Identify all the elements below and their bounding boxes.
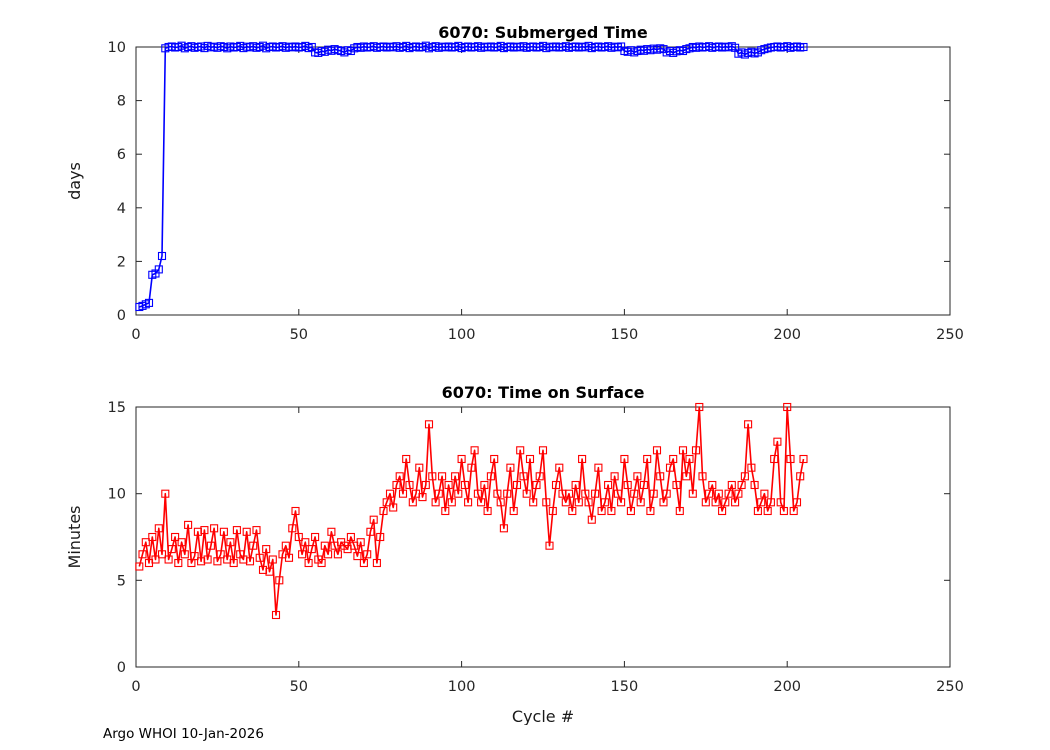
chart-title: 6070: Time on Surface xyxy=(442,383,645,402)
y-tick-label: 4 xyxy=(117,201,126,217)
axes-box xyxy=(135,46,951,316)
x-tick-label: 250 xyxy=(936,327,964,343)
x-tick-label: 50 xyxy=(290,327,308,343)
data-line xyxy=(138,406,805,616)
x-tick-label: 150 xyxy=(611,679,639,695)
submerged-time-plot: 0 50 100 150 200 250 0 2 4 6 8 10 6070: Submerged Ti… xyxy=(65,23,964,343)
axes-box xyxy=(135,406,951,668)
footer-text: Argo WHOI 10-Jan-2026 xyxy=(103,726,264,742)
x-tick-label: 250 xyxy=(936,679,964,695)
chart-time-on-surface: 0 50 100 150 200 250 0 5 10 15 6070: Time on Surfa… xyxy=(0,375,1050,729)
y-tick-label: 10 xyxy=(108,487,126,503)
time-on-surface-plot: 0 50 100 150 200 250 0 5 10 15 6070: Time on Surfa… xyxy=(65,383,964,726)
y-tick-label: 0 xyxy=(117,660,126,676)
x-tick-label: 0 xyxy=(131,327,140,343)
chart-title: 6070: Submerged Time xyxy=(438,23,648,42)
x-tick-label: 50 xyxy=(290,679,308,695)
y-tick-label: 5 xyxy=(117,573,126,589)
y-axis-label: days xyxy=(65,162,84,200)
x-axis-label: Cycle # xyxy=(512,707,574,725)
y-tick-label: 6 xyxy=(117,147,126,163)
y-axis-label: Minutes xyxy=(65,506,84,569)
x-tick-label: 0 xyxy=(131,679,140,695)
chart-submerged-time: 0 50 100 150 200 250 0 2 4 6 8 10 6070: Submerged Ti… xyxy=(0,0,1050,374)
x-tick-label: 200 xyxy=(773,327,801,343)
x-tick-label: 200 xyxy=(773,679,801,695)
data-markers xyxy=(135,402,808,620)
data-markers xyxy=(135,41,808,312)
y-tick-label: 10 xyxy=(108,40,126,56)
x-tick-label: 100 xyxy=(448,679,476,695)
y-tick-label: 15 xyxy=(108,400,126,416)
x-tick-label: 150 xyxy=(611,327,639,343)
y-tick-label: 2 xyxy=(117,254,126,270)
data-line xyxy=(139,44,804,308)
x-tick-label: 100 xyxy=(448,327,476,343)
y-tick-label: 0 xyxy=(117,308,126,324)
y-tick-label: 8 xyxy=(117,94,126,110)
